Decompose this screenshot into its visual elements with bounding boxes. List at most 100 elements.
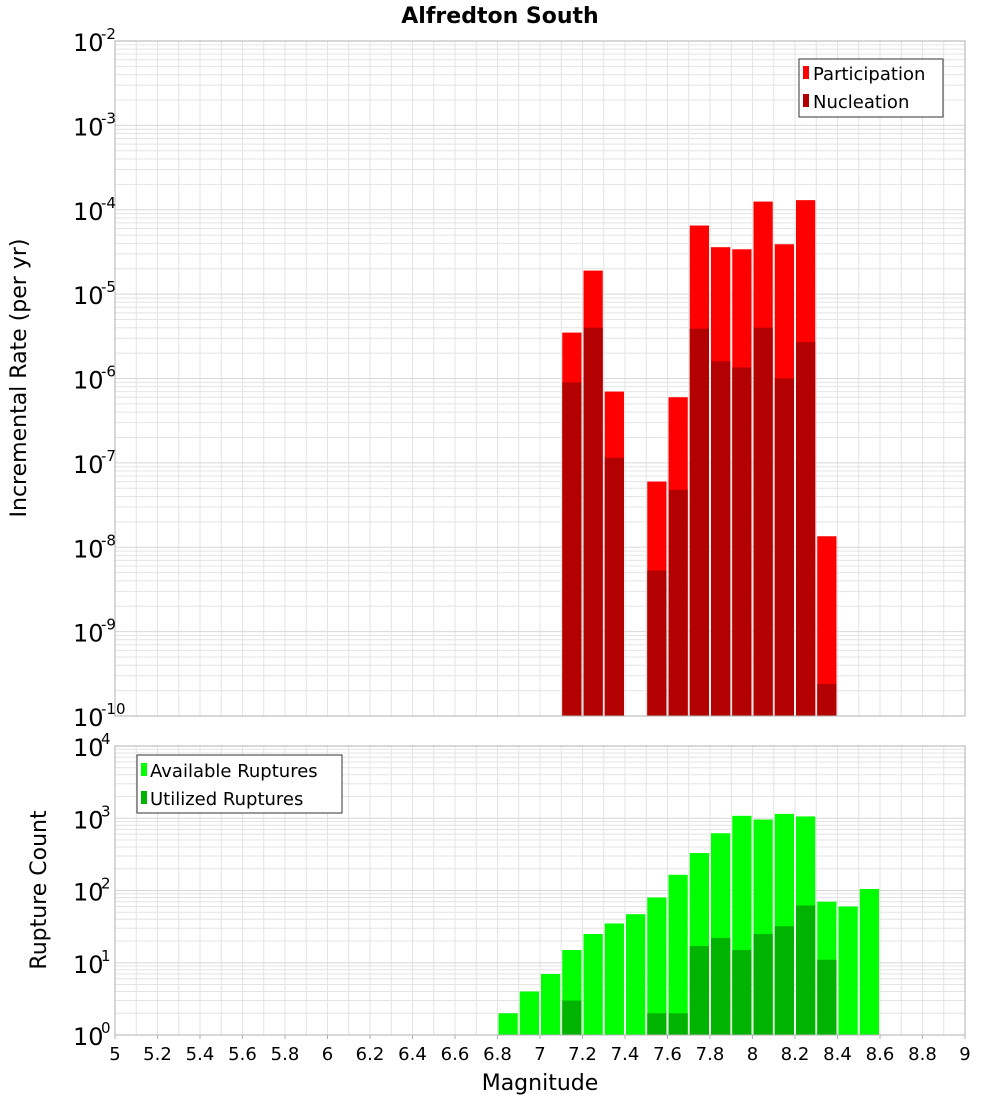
rate-panel-frame — [114, 40, 966, 717]
rate-bar-nucleation — [668, 489, 688, 716]
y-tick-exponent: -6 — [101, 363, 116, 381]
y-tick-label: 10 — [73, 704, 104, 732]
count-bar-utilized-ruptures — [774, 926, 794, 1035]
rate-bar-nucleation — [647, 570, 667, 716]
count-bar-available-ruptures — [583, 933, 603, 1035]
x-tick-label: 7.6 — [653, 1044, 682, 1065]
y-tick-label: 10 — [73, 1023, 104, 1051]
x-tick-label: 5.6 — [228, 1044, 257, 1065]
count-bar-utilized-ruptures — [711, 938, 731, 1035]
rate-panel-grid — [114, 41, 966, 717]
y-tick-exponent: -5 — [101, 278, 116, 296]
legend-label-utilized: Utilized Ruptures — [150, 789, 303, 810]
legend-swatch-utilized — [141, 791, 147, 804]
legend-swatch-nucleation — [803, 94, 809, 107]
x-tick-label: 7.2 — [568, 1044, 597, 1065]
rate-bar-nucleation — [604, 457, 624, 716]
count-bar-available-ruptures — [838, 906, 858, 1035]
count-bar-available-ruptures — [519, 991, 539, 1035]
legend-box — [798, 58, 944, 118]
count-bar-utilized-ruptures — [689, 946, 709, 1035]
y-tick-exponent: -10 — [101, 700, 126, 718]
y-tick-exponent: 4 — [101, 730, 111, 748]
rate-bar-nucleation — [562, 382, 582, 716]
y-tick-label: 10 — [73, 951, 104, 979]
x-tick-label: 8.6 — [866, 1044, 895, 1065]
x-tick-label: 7 — [534, 1044, 545, 1065]
count-bar-available-ruptures — [541, 973, 561, 1035]
y-tick-exponent: -4 — [101, 194, 116, 212]
legend-label-participation: Participation — [813, 64, 925, 85]
y-tick-label: 10 — [73, 535, 104, 563]
count-panel-bars — [498, 813, 879, 1035]
legend-box — [136, 754, 343, 814]
count-bar-utilized-ruptures — [562, 1000, 582, 1035]
count-bar-utilized-ruptures — [817, 959, 837, 1035]
y-tick-label: 10 — [73, 113, 104, 141]
rate-panel-bars — [562, 200, 837, 717]
y-tick-label: 10 — [73, 620, 104, 648]
count-bar-utilized-ruptures — [753, 933, 773, 1035]
y-tick-label: 10 — [73, 367, 104, 395]
rate-bar-participation — [817, 536, 837, 716]
count-bar-available-ruptures — [604, 923, 624, 1035]
x-tick-label: 5.8 — [271, 1044, 300, 1065]
y-tick-label: 10 — [73, 282, 104, 310]
y-tick-exponent: 2 — [101, 875, 111, 893]
x-tick-label: 6.2 — [356, 1044, 385, 1065]
rate-bar-nucleation — [689, 328, 709, 716]
x-tick-label: 7.8 — [696, 1044, 725, 1065]
x-tick-label: 5 — [109, 1044, 120, 1065]
x-tick-label: 8.4 — [823, 1044, 852, 1065]
legend-label-available: Available Ruptures — [150, 761, 318, 782]
x-tick-label: 7.4 — [611, 1044, 640, 1065]
rate-panel-legend: Participation Nucleation — [798, 58, 944, 118]
x-tick-label: 6.4 — [398, 1044, 427, 1065]
rate-bar-nucleation — [796, 342, 816, 716]
legend-swatch-available — [141, 763, 147, 776]
rate-bar-nucleation — [732, 367, 752, 716]
x-tick-label: 8 — [747, 1044, 758, 1065]
y-tick-exponent: 1 — [101, 947, 111, 965]
count-panel-y-label: Rupture Count — [27, 810, 52, 970]
count-bar-available-ruptures — [668, 874, 688, 1035]
y-tick-label: 10 — [73, 451, 104, 479]
rate-panel-y-label: Incremental Rate (per yr) — [7, 239, 32, 518]
legend-swatch-participation — [803, 66, 809, 79]
x-tick-label: 5.2 — [143, 1044, 172, 1065]
x-tick-label: 6 — [322, 1044, 333, 1065]
rate-bar-nucleation — [583, 327, 603, 716]
y-tick-label: 10 — [73, 198, 104, 226]
x-axis-label: Magnitude — [482, 1071, 599, 1096]
count-bar-utilized-ruptures — [668, 1013, 688, 1035]
count-bar-available-ruptures — [626, 914, 646, 1035]
y-tick-exponent: -3 — [101, 109, 116, 127]
rate-bar-nucleation — [774, 378, 794, 716]
count-bar-utilized-ruptures — [732, 950, 752, 1035]
y-tick-exponent: -9 — [101, 616, 116, 634]
count-bar-available-ruptures — [647, 897, 667, 1035]
count-bar-available-ruptures — [859, 888, 879, 1035]
y-tick-exponent: 0 — [101, 1019, 111, 1037]
y-tick-exponent: -8 — [101, 531, 116, 549]
rate-bar-nucleation — [817, 683, 837, 716]
y-tick-exponent: -2 — [101, 25, 116, 43]
rate-bar-nucleation — [711, 361, 731, 716]
y-tick-label: 10 — [73, 879, 104, 907]
y-tick-label: 10 — [73, 29, 104, 57]
x-tick-label: 5.4 — [186, 1044, 215, 1065]
y-tick-label: 10 — [73, 806, 104, 834]
chart-title: Alfredton South — [401, 4, 598, 29]
count-bar-available-ruptures — [498, 1013, 518, 1035]
x-tick-label: 9 — [959, 1044, 970, 1065]
x-tick-label: 6.8 — [483, 1044, 512, 1065]
x-ticks: 5 5.2 5.4 5.6 5.8 6 6.2 6.4 6.6 6.8 7 7.2 7.4 7.6 7.8 8… — [109, 1035, 971, 1065]
x-tick-label: 8.2 — [781, 1044, 810, 1065]
x-tick-label: 6.6 — [441, 1044, 470, 1065]
count-bar-utilized-ruptures — [647, 1013, 667, 1035]
y-tick-label: 10 — [73, 734, 104, 762]
